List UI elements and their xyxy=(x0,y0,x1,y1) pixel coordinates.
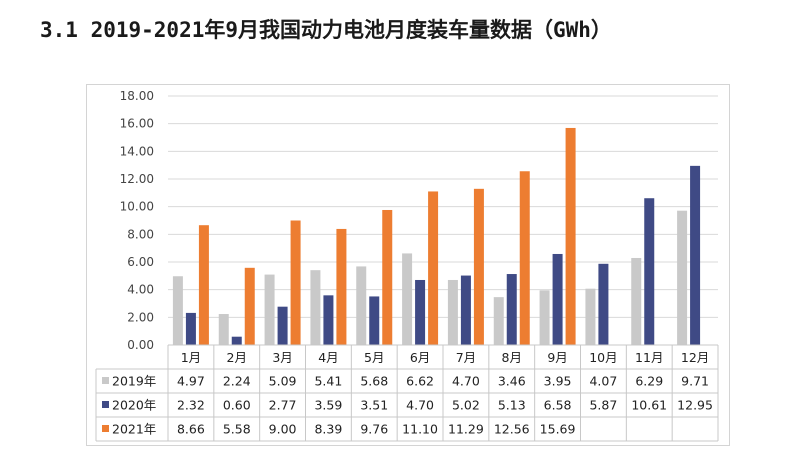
data-label: 6.58 xyxy=(544,398,572,413)
bar-2021年-7月 xyxy=(473,188,484,345)
data-label: 4.70 xyxy=(452,374,480,389)
chart-frame xyxy=(86,84,730,446)
x-tick-label: 7月 xyxy=(456,350,476,365)
bar-2021年-6月 xyxy=(428,191,439,345)
bar-2020年-3月 xyxy=(277,306,288,345)
data-label: 2.24 xyxy=(223,374,251,389)
y-tick-label: 14.00 xyxy=(120,144,154,158)
bar-2019年-12月 xyxy=(677,210,688,345)
data-label: 2.32 xyxy=(177,398,205,413)
bar-2019年-10月 xyxy=(585,288,596,345)
data-label: 6.29 xyxy=(635,374,663,389)
bar-2020年-4月 xyxy=(323,295,334,345)
y-tick-label: 8.00 xyxy=(127,227,154,241)
bar-2019年-3月 xyxy=(264,274,275,345)
data-label: 9.00 xyxy=(269,422,297,437)
data-label: 9.71 xyxy=(681,374,709,389)
x-tick-label: 11月 xyxy=(635,350,663,365)
y-tick-label: 16.00 xyxy=(120,117,154,131)
legend-swatch-2021年 xyxy=(102,425,109,432)
data-label: 5.68 xyxy=(360,374,388,389)
data-label: 5.13 xyxy=(498,398,526,413)
legend-label-2020年: 2020年 xyxy=(112,398,156,413)
x-tick-label: 6月 xyxy=(410,350,430,365)
x-tick-label: 9月 xyxy=(547,350,567,365)
bar-2020年-11月 xyxy=(644,198,655,345)
bar-2019年-1月 xyxy=(172,276,183,345)
data-label: 4.07 xyxy=(589,374,617,389)
bar-2019年-5月 xyxy=(356,266,367,345)
data-label: 5.09 xyxy=(269,374,297,389)
bar-2020年-5月 xyxy=(369,296,380,345)
data-label: 5.41 xyxy=(314,374,342,389)
x-tick-label: 2月 xyxy=(227,350,247,365)
bar-2019年-7月 xyxy=(447,279,458,345)
data-label: 3.95 xyxy=(544,374,572,389)
bar-2021年-1月 xyxy=(198,225,209,345)
data-label: 12.56 xyxy=(494,422,530,437)
data-label: 4.97 xyxy=(177,374,205,389)
legend-label-2019年: 2019年 xyxy=(112,374,156,389)
data-label: 5.58 xyxy=(223,422,251,437)
x-tick-label: 1月 xyxy=(181,350,201,365)
data-label: 2.77 xyxy=(269,398,297,413)
bar-2021年-8月 xyxy=(519,171,530,345)
chart-title: 3.1 2019-2021年9月我国动力电池月度装车量数据（GWh） xyxy=(40,18,612,42)
x-tick-label: 12月 xyxy=(681,350,709,365)
data-label: 4.70 xyxy=(406,398,434,413)
bar-2020年-7月 xyxy=(460,275,471,345)
bar-2021年-9月 xyxy=(565,127,576,345)
data-label: 3.51 xyxy=(360,398,388,413)
data-label: 5.02 xyxy=(452,398,480,413)
y-tick-label: 4.00 xyxy=(127,283,154,297)
bar-2020年-1月 xyxy=(185,312,196,345)
bar-2019年-4月 xyxy=(310,270,321,345)
bar-2021年-3月 xyxy=(290,220,301,345)
bar-2020年-6月 xyxy=(415,279,426,345)
data-label: 6.62 xyxy=(406,374,434,389)
bar-2021年-2月 xyxy=(244,267,255,345)
data-label: 0.60 xyxy=(223,398,251,413)
data-label: 8.39 xyxy=(314,422,342,437)
x-tick-label: 10月 xyxy=(589,350,617,365)
data-label: 11.29 xyxy=(448,422,484,437)
data-label: 12.95 xyxy=(677,398,713,413)
y-tick-label: 18.00 xyxy=(120,89,154,103)
data-label: 9.76 xyxy=(360,422,388,437)
bar-2019年-8月 xyxy=(493,297,504,345)
bar-2019年-11月 xyxy=(631,257,642,345)
x-tick-label: 8月 xyxy=(502,350,522,365)
bar-2020年-2月 xyxy=(231,336,242,345)
y-tick-label: 2.00 xyxy=(127,310,154,324)
legend-label-2021年: 2021年 xyxy=(112,422,156,437)
x-tick-label: 4月 xyxy=(318,350,338,365)
y-tick-label: 10.00 xyxy=(120,200,154,214)
bar-2020年-9月 xyxy=(552,253,563,345)
legend-swatch-2019年 xyxy=(102,377,109,384)
data-label: 10.61 xyxy=(631,398,667,413)
data-label: 3.46 xyxy=(498,374,526,389)
data-label: 15.69 xyxy=(540,422,576,437)
data-label: 8.66 xyxy=(177,422,205,437)
legend-swatch-2020年 xyxy=(102,401,109,408)
data-label: 11.10 xyxy=(402,422,438,437)
bar-2021年-4月 xyxy=(336,228,347,345)
bar-2019年-9月 xyxy=(539,290,550,345)
bar-2019年-2月 xyxy=(218,314,229,345)
bar-2021年-5月 xyxy=(382,209,393,345)
y-tick-label: 12.00 xyxy=(120,172,154,186)
y-tick-label: 0.00 xyxy=(127,338,154,352)
data-label: 3.59 xyxy=(314,398,342,413)
bar-2020年-10月 xyxy=(598,263,609,345)
x-tick-label: 5月 xyxy=(364,350,384,365)
bar-2020年-12月 xyxy=(690,165,701,345)
bar-2020年-8月 xyxy=(506,274,517,345)
data-label: 5.87 xyxy=(589,398,617,413)
x-tick-label: 3月 xyxy=(272,350,292,365)
bar-2019年-6月 xyxy=(402,253,413,345)
y-tick-label: 6.00 xyxy=(127,255,154,269)
